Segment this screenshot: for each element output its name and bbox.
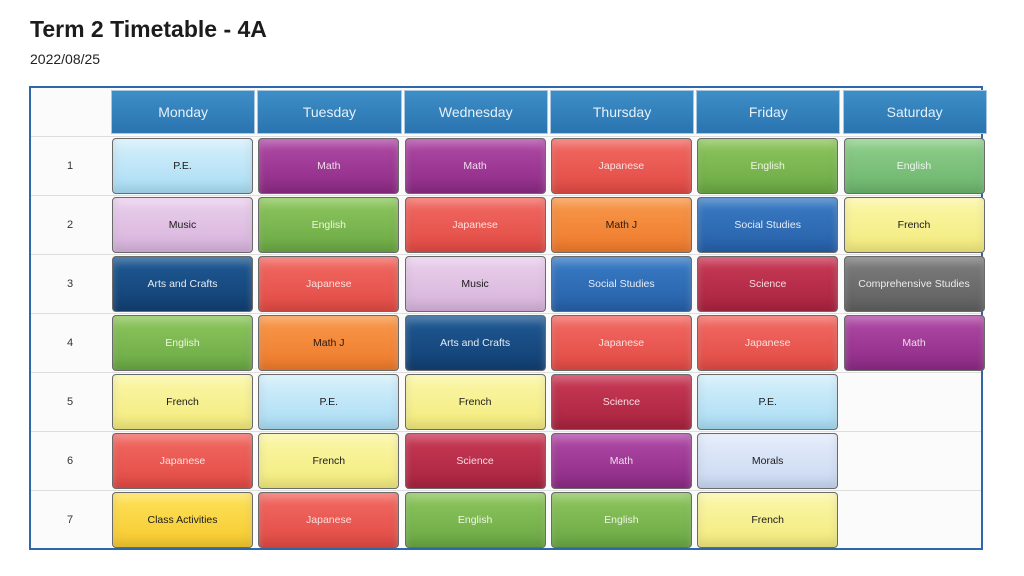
lesson-cell[interactable]: English [550, 492, 692, 548]
period-number: 6 [31, 431, 109, 490]
row-divider [31, 313, 981, 314]
lesson-cell[interactable]: French [843, 197, 985, 253]
date-label: 2022/08/25 [30, 51, 101, 67]
row-divider [31, 372, 981, 373]
lesson-cell[interactable]: Arts and Crafts [112, 256, 253, 312]
lesson-cell[interactable]: Japanese [550, 138, 692, 194]
lesson-cell[interactable]: Japanese [404, 197, 546, 253]
lesson-cell[interactable]: P.E. [258, 374, 400, 430]
day-header-wednesday: Wednesday [403, 90, 548, 134]
lesson-cell[interactable]: Music [112, 197, 253, 253]
lesson-cell[interactable]: Japanese [112, 433, 253, 489]
period-number: 7 [31, 490, 109, 549]
lesson-cell[interactable]: Math J [258, 315, 400, 371]
lesson-cell[interactable]: P.E. [112, 138, 253, 194]
lesson-cell[interactable]: English [843, 138, 985, 194]
lesson-cell[interactable]: Japanese [258, 256, 400, 312]
lesson-cell[interactable]: Comprehensive Studies [843, 256, 985, 312]
lesson-cell[interactable]: English [404, 492, 546, 548]
day-header-tuesday: Tuesday [257, 90, 402, 134]
lesson-cell[interactable]: Math J [550, 197, 692, 253]
lesson-cell[interactable]: Morals [697, 433, 839, 489]
day-header-monday: Monday [111, 90, 256, 134]
period-number: 3 [31, 254, 109, 313]
period-number: 4 [31, 313, 109, 372]
lesson-cell[interactable]: Class Activities [112, 492, 253, 548]
row-divider [31, 195, 981, 196]
lesson-cell[interactable]: Math [258, 138, 400, 194]
lesson-cell[interactable]: Social Studies [697, 197, 839, 253]
lesson-cell[interactable]: Science [550, 374, 692, 430]
row-divider [31, 490, 981, 491]
lesson-cell[interactable]: Math [404, 138, 546, 194]
row-divider [31, 254, 981, 255]
day-header-saturday: Saturday [842, 90, 987, 134]
lesson-cell[interactable]: Japanese [258, 492, 400, 548]
lesson-cell[interactable]: P.E. [697, 374, 839, 430]
lesson-cell[interactable]: Science [404, 433, 546, 489]
lesson-cell[interactable]: French [404, 374, 546, 430]
timetable-grid: Monday Tuesday Wednesday Thursday Friday Satu… [29, 86, 987, 550]
lesson-cell[interactable]: Science [697, 256, 839, 312]
lesson-cell[interactable]: English [697, 138, 839, 194]
lesson-cell[interactable]: French [112, 374, 253, 430]
lesson-cell[interactable]: Japanese [697, 315, 839, 371]
lesson-cell[interactable]: French [258, 433, 400, 489]
period-number: 5 [31, 372, 109, 431]
lesson-cell[interactable]: Japanese [550, 315, 692, 371]
day-header-thursday: Thursday [549, 90, 695, 134]
lesson-cell[interactable]: French [697, 492, 839, 548]
lesson-cell[interactable]: English [258, 197, 400, 253]
period-number: 1 [31, 136, 109, 195]
row-divider [31, 431, 981, 432]
lesson-cell[interactable]: Math [843, 315, 985, 371]
lesson-cell[interactable]: English [112, 315, 253, 371]
row-divider [31, 136, 981, 137]
lesson-cell[interactable]: Music [404, 256, 546, 312]
page-title: Term 2 Timetable - 4A [30, 16, 267, 42]
lesson-cell[interactable]: Arts and Crafts [404, 315, 546, 371]
lesson-cell[interactable]: Math [550, 433, 692, 489]
day-header-friday: Friday [696, 90, 841, 134]
period-number: 2 [31, 195, 109, 254]
lesson-cell[interactable]: Social Studies [550, 256, 692, 312]
